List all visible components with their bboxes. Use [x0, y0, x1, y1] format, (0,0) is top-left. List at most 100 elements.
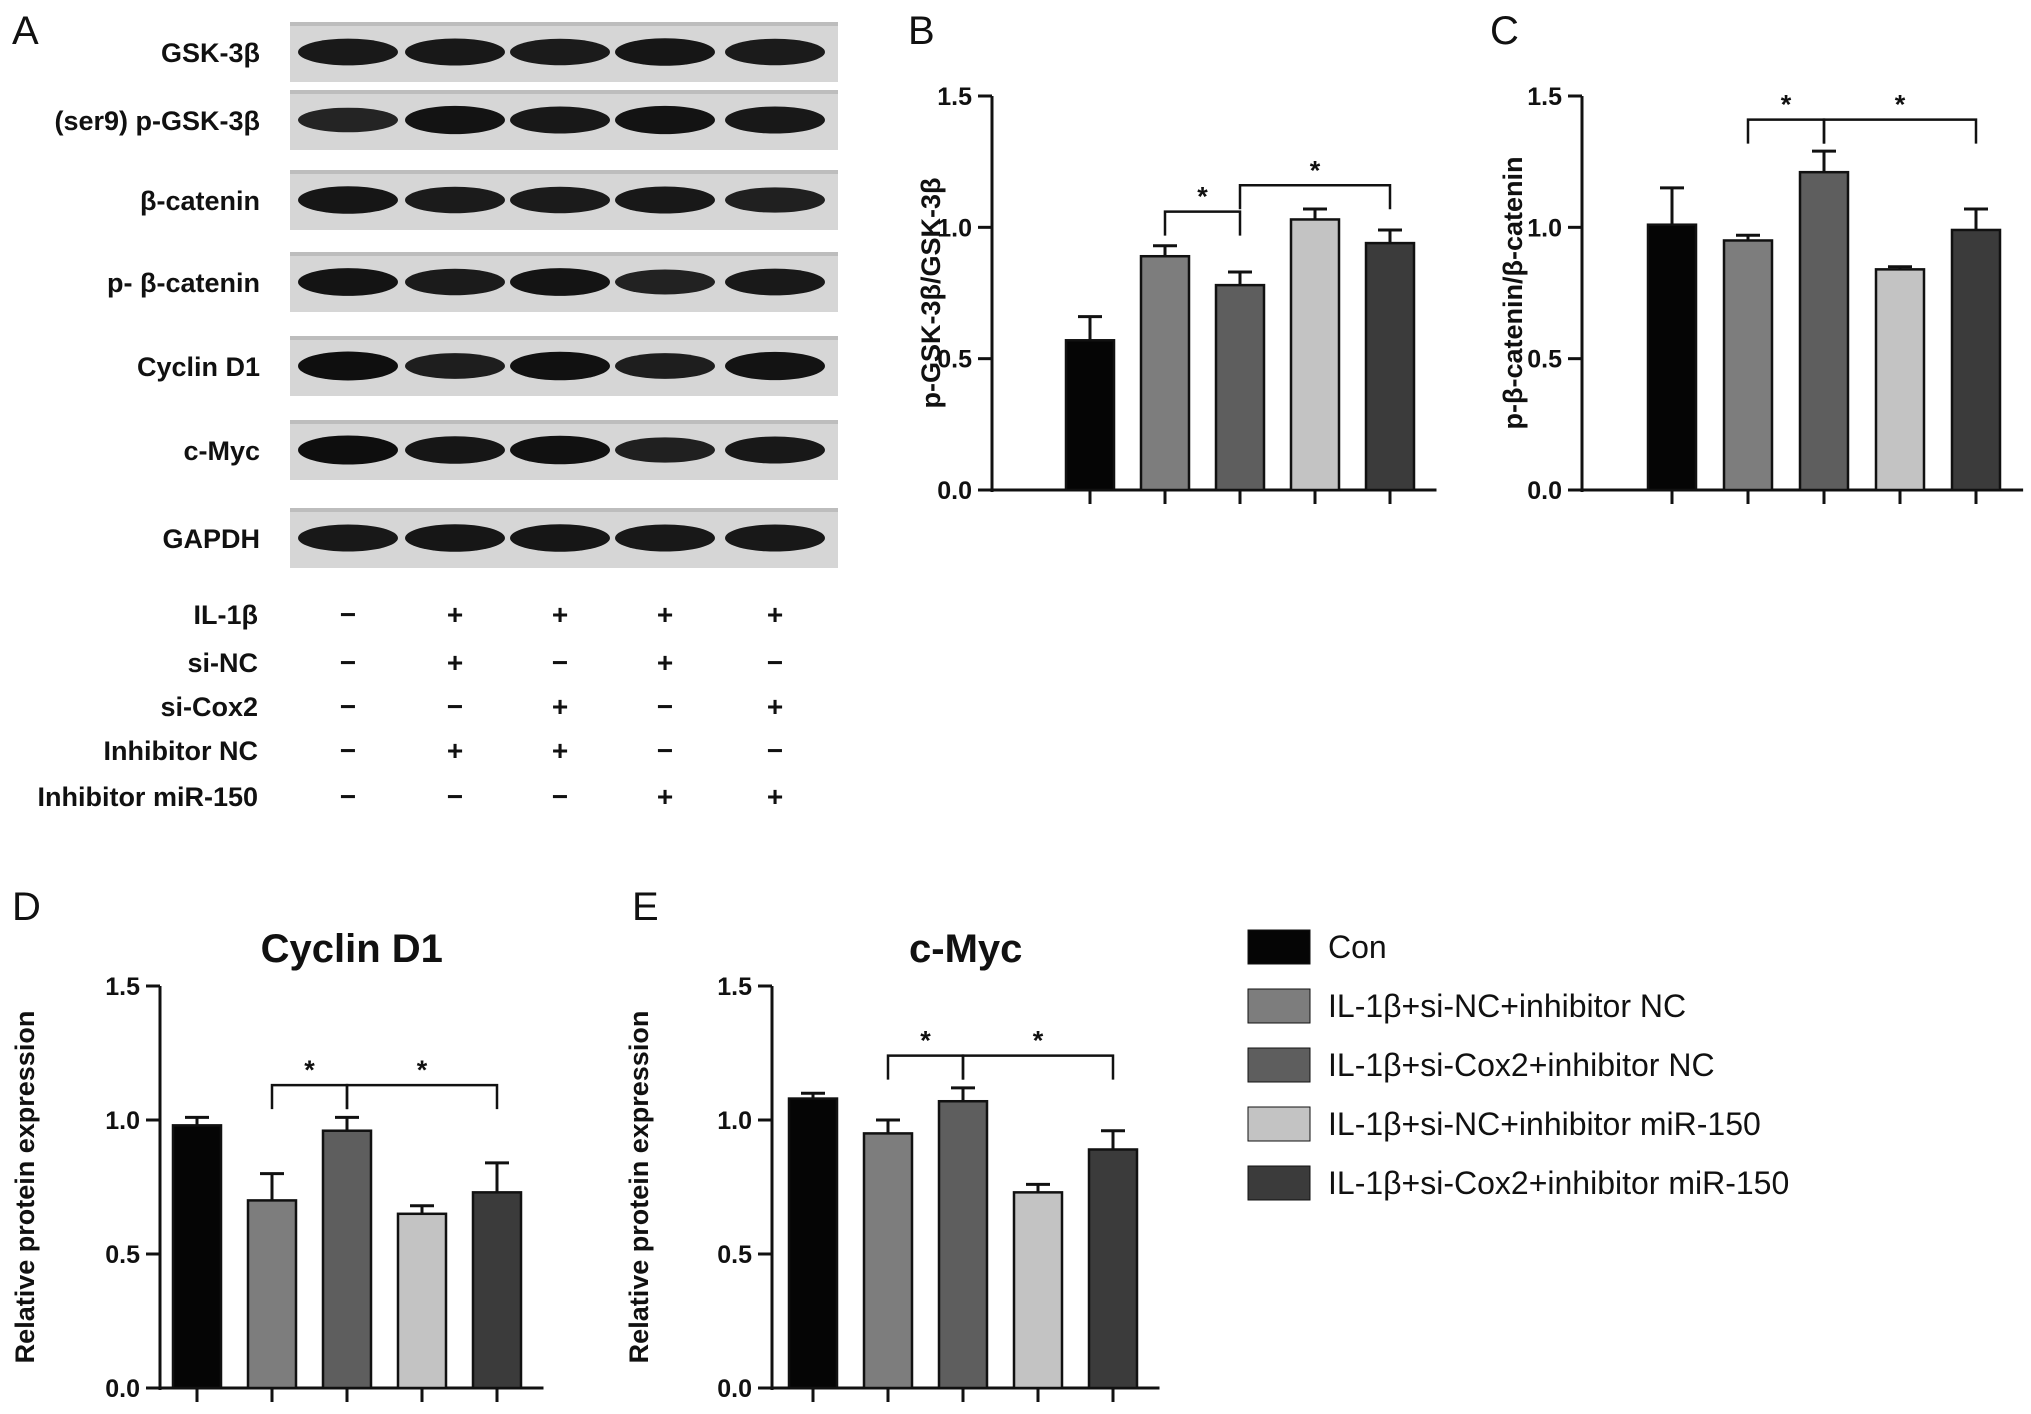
condition-minus: −	[340, 781, 356, 812]
y-tick-label: 1.0	[105, 1107, 140, 1135]
significance-bracket	[1163, 210, 1242, 236]
bar-il-1-si-cox2-inhibitor-mir-150	[471, 1191, 523, 1390]
significance-star: *	[1310, 155, 1321, 185]
legend-label: IL-1β+si-NC+inhibitor miR-150	[1328, 1106, 1761, 1142]
legend-swatch	[1247, 1165, 1311, 1201]
blot-band	[405, 524, 505, 552]
y-axis-label: Relative protein expression	[624, 1011, 654, 1364]
condition-row-il-1: IL-1β − + + + +	[194, 599, 784, 630]
significance-bracket	[1746, 118, 1826, 144]
legend-item-il-1-si-cox2-inhibitor-mir-150: IL-1β+si-Cox2+inhibitor miR-150	[1247, 1165, 1789, 1201]
condition-minus: −	[657, 735, 673, 766]
blot-band	[298, 351, 398, 381]
blot-row-catenin: β-catenin	[140, 170, 838, 230]
y-tick-label: 1.5	[1527, 83, 1562, 111]
blot-strip-edge	[290, 420, 838, 424]
condition-minus: −	[552, 647, 568, 678]
y-tick-label: 0.5	[1527, 346, 1562, 374]
chart-b-p-gsk3b-ratio: p-GSK-3β/GSK-3β 0.0 0.5 1.0 1.5 * *	[916, 83, 1437, 505]
bar-con	[1646, 223, 1698, 492]
bar-il-1-si-nc-inhibitor-mir-150	[1289, 218, 1341, 492]
condition-minus: −	[340, 599, 356, 630]
blot-strip-edge	[290, 22, 838, 26]
blot-row-gapdh: GAPDH	[162, 508, 838, 568]
blot-band	[615, 105, 715, 135]
blot-band	[510, 186, 610, 214]
y-tick-label: 1.0	[717, 1107, 752, 1135]
chart-title: c-Myc	[909, 927, 1022, 971]
y-tick-label: 1.0	[937, 214, 972, 242]
condition-plus: +	[657, 647, 673, 678]
blot-band	[510, 524, 610, 552]
panel-letter-d: D	[12, 885, 41, 929]
significance-bracket	[886, 1054, 965, 1080]
condition-minus: −	[552, 781, 568, 812]
panel-letter-b: B	[908, 9, 935, 53]
bar-il-1-si-cox2-inhibitor-nc	[1214, 283, 1266, 492]
legend-swatch	[1247, 1106, 1311, 1142]
blot-band	[298, 268, 398, 296]
y-tick-label: 0.0	[105, 1375, 140, 1403]
bar-il-1-si-cox2-inhibitor-nc	[321, 1129, 373, 1390]
legend-label: IL-1β+si-Cox2+inhibitor NC	[1328, 1047, 1715, 1083]
condition-plus: +	[447, 599, 463, 630]
blot-band	[405, 105, 505, 135]
condition-plus: +	[552, 735, 568, 766]
blot-band	[615, 524, 715, 552]
condition-plus: +	[767, 599, 783, 630]
condition-label: Inhibitor miR-150	[37, 782, 258, 812]
bar-il-1-si-nc-inhibitor-nc	[1139, 254, 1191, 492]
blot-band	[725, 38, 825, 66]
condition-minus: −	[340, 735, 356, 766]
bar-con	[1064, 339, 1116, 492]
condition-minus: −	[447, 691, 463, 722]
bar-il-1-si-cox2-inhibitor-mir-150	[1950, 228, 2002, 492]
condition-row-si-nc: si-NC − + − + −	[187, 647, 783, 678]
significance-star: *	[1033, 1026, 1044, 1056]
blot-band	[725, 351, 825, 381]
blot-protein-label: p- β-catenin	[107, 268, 260, 298]
significance-bracket	[1238, 184, 1392, 210]
blot-row-p-catenin: p- β-catenin	[107, 252, 838, 312]
blot-protein-label: β-catenin	[140, 186, 260, 216]
legend-swatch	[1247, 929, 1311, 965]
blot-band	[405, 436, 505, 464]
chart-d-cyclin-d1: Cyclin D1 Relative protein expression 0.0 0…	[10, 927, 544, 1403]
significance-bracket	[961, 1054, 1115, 1080]
legend-swatch	[1247, 988, 1311, 1024]
blot-protein-label: Cyclin D1	[137, 352, 260, 382]
blot-band	[405, 38, 505, 66]
blot-band	[405, 268, 505, 296]
y-tick-label: 1.0	[1527, 214, 1562, 242]
blot-band	[615, 437, 715, 463]
chart-c-p-beta-catenin-ratio: p-β-catenin/β-catenin 0.0 0.5 1.0 1.5 * *	[1498, 83, 2024, 505]
bar-il-1-si-cox2-inhibitor-nc	[937, 1099, 989, 1390]
condition-minus: −	[767, 647, 783, 678]
condition-row-inhibitor-nc: Inhibitor NC − + + − −	[104, 735, 784, 766]
condition-plus: +	[657, 599, 673, 630]
condition-plus: +	[767, 691, 783, 722]
significance-star: *	[417, 1055, 428, 1085]
y-tick-label: 1.5	[717, 973, 752, 1001]
legend-label: IL-1β+si-Cox2+inhibitor miR-150	[1328, 1165, 1789, 1201]
significance-bracket	[345, 1083, 499, 1110]
condition-label: si-NC	[187, 648, 258, 678]
condition-plus: +	[657, 781, 673, 812]
y-tick-label: 1.5	[937, 83, 972, 111]
blot-protein-label: GSK-3β	[161, 38, 260, 68]
blot-band	[405, 186, 505, 214]
bar-il-1-si-cox2-inhibitor-mir-150	[1087, 1148, 1139, 1390]
panel-letter-a: A	[12, 9, 39, 53]
blot-strip-edge	[290, 90, 838, 94]
condition-plus: +	[552, 691, 568, 722]
condition-row-inhibitor-mir-150: Inhibitor miR-150 − − − + +	[37, 781, 783, 812]
blot-band	[615, 186, 715, 214]
y-tick-label: 0.0	[937, 477, 972, 505]
blot-row-ser9-p-gsk-3: (ser9) p-GSK-3β	[54, 90, 838, 150]
blot-band	[510, 38, 610, 66]
bar-il-1-si-nc-inhibitor-mir-150	[396, 1212, 448, 1390]
condition-minus: −	[657, 691, 673, 722]
condition-plus: +	[447, 647, 463, 678]
blot-band	[298, 186, 398, 214]
